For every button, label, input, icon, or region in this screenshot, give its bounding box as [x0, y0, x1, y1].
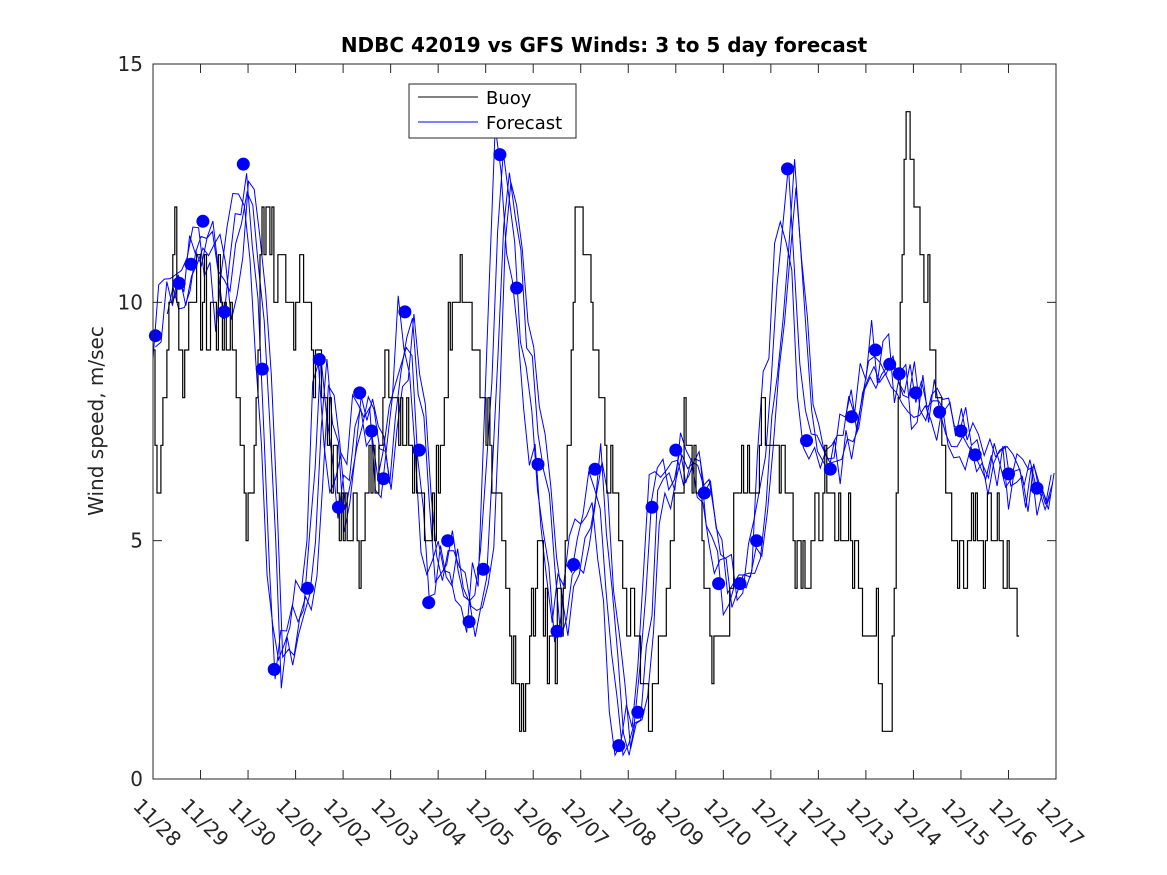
forecast-point — [476, 562, 490, 576]
x-tick-label: 12/09 — [651, 794, 709, 852]
y-ticks: 0 5 10 15 — [118, 52, 1056, 791]
forecast-point — [312, 353, 326, 366]
forecast-point — [1002, 467, 1015, 481]
buoy-line — [153, 111, 1020, 732]
x-tick-label: 12/03 — [366, 794, 424, 852]
forecast-point — [645, 500, 659, 514]
forecast-point — [750, 534, 764, 548]
forecast-point — [441, 534, 455, 548]
forecast-point — [331, 500, 345, 514]
x-tick-label: 12/17 — [1031, 794, 1089, 852]
forecast-point — [1030, 481, 1044, 495]
chart-title: NDBC 42019 vs GFS Winds: 3 to 5 day fore… — [341, 33, 868, 57]
y-tick-label: 15 — [118, 52, 143, 76]
x-tick-label: 11/30 — [224, 794, 282, 852]
forecast-point — [669, 443, 683, 457]
forecast-point — [217, 305, 231, 319]
y-axis-label: Wind speed, m/sec — [84, 326, 108, 516]
x-tick-label: 12/08 — [604, 794, 662, 852]
forecast-point — [172, 276, 186, 290]
forecast-traces — [152, 126, 1055, 757]
forecast-point — [184, 257, 198, 271]
forecast-point — [909, 386, 923, 400]
forecast-line — [155, 152, 1052, 757]
buoy-trace — [153, 111, 1020, 732]
forecast-point — [567, 558, 581, 571]
forecast-point — [196, 214, 210, 228]
forecast-point — [612, 739, 626, 753]
forecast-point — [588, 462, 602, 476]
x-tick-label: 12/16 — [984, 794, 1042, 852]
forecast-point — [933, 405, 947, 419]
y-tick-label: 0 — [130, 767, 143, 791]
forecast-point — [365, 424, 379, 438]
forecast-point — [968, 448, 982, 462]
x-tick-label: 12/12 — [794, 794, 852, 852]
forecast-point — [148, 329, 162, 343]
legend-forecast-label: Forecast — [486, 113, 562, 134]
forecast-line — [152, 126, 1055, 757]
forecast-point — [377, 472, 390, 486]
forecast-point — [412, 443, 426, 457]
forecast-line — [173, 179, 1054, 749]
forecast-point — [892, 367, 906, 381]
legend-box — [408, 83, 577, 139]
forecast-point — [883, 357, 897, 371]
forecast-line — [166, 159, 1052, 756]
forecast-point — [422, 596, 436, 610]
forecast-point — [697, 486, 711, 500]
forecast-point — [531, 457, 545, 471]
forecast-point — [845, 410, 859, 424]
x-tick-label: 11/28 — [128, 794, 186, 852]
forecast-point — [550, 624, 564, 638]
forecast-point — [267, 662, 281, 676]
x-tick-label: 12/14 — [889, 794, 947, 852]
forecast-point — [954, 424, 968, 438]
x-tick-label: 12/13 — [841, 794, 899, 852]
y-tick-label: 5 — [130, 529, 143, 553]
forecast-point — [462, 615, 476, 629]
forecast-markers — [148, 148, 1044, 753]
forecast-point — [631, 705, 645, 719]
x-tick-label: 12/04 — [414, 794, 472, 852]
forecast-point — [510, 281, 524, 295]
x-tick-label: 12/10 — [699, 794, 757, 852]
axes-frame — [152, 63, 1057, 780]
forecast-point — [353, 386, 367, 400]
forecast-point — [800, 434, 813, 448]
y-tick-label: 10 — [118, 290, 143, 314]
x-tick-label: 12/11 — [746, 794, 804, 852]
x-tick-label: 12/01 — [271, 794, 329, 852]
x-tick-label: 11/29 — [176, 794, 234, 852]
forecast-point — [733, 577, 747, 591]
forecast-point — [301, 581, 314, 595]
forecast-point — [493, 148, 507, 162]
x-tick-label: 12/02 — [319, 794, 377, 852]
forecast-point — [236, 157, 250, 171]
forecast-point — [255, 362, 269, 376]
legend: Buoy Forecast — [408, 83, 577, 139]
forecast-point — [868, 343, 882, 357]
x-tick-label: 12/05 — [461, 794, 519, 852]
forecast-point — [398, 305, 412, 319]
forecast-point — [781, 162, 794, 176]
x-tick-label: 12/15 — [936, 794, 994, 852]
forecast-point — [823, 462, 837, 476]
x-tick-label: 12/06 — [509, 794, 567, 852]
x-tick-label: 12/07 — [556, 794, 614, 852]
legend-buoy-label: Buoy — [486, 88, 532, 109]
forecast-point — [712, 577, 726, 591]
